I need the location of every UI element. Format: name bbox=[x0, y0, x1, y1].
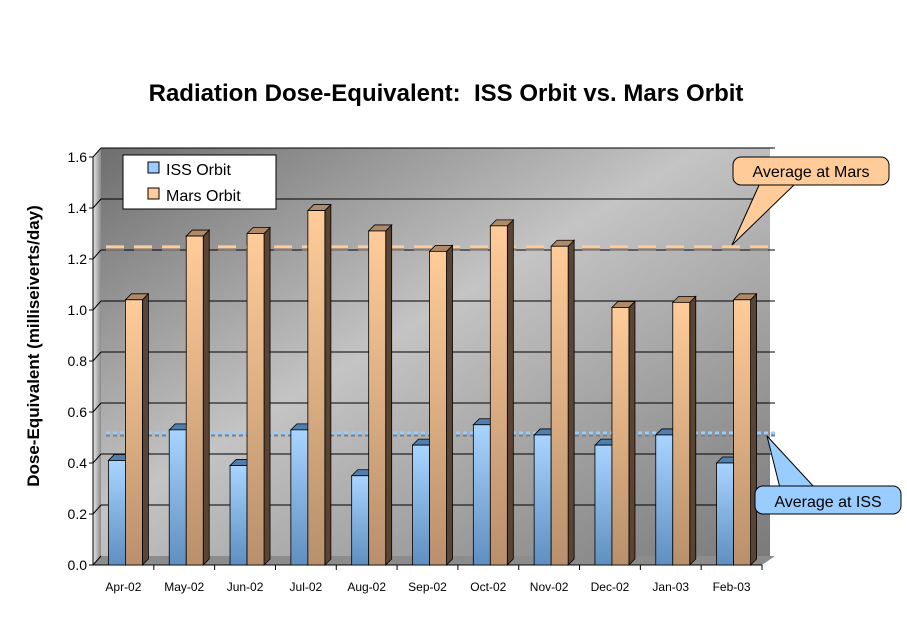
bar-side bbox=[202, 229, 210, 566]
bar-front bbox=[125, 299, 143, 566]
legend-label-iss: ISS Orbit bbox=[166, 162, 231, 179]
bar-front bbox=[412, 444, 430, 566]
plot-area: 0.0 0.2 0.4 0.6 0.8 1.0 1.2 1.4 1.6 Apr-02 May-02 J… bbox=[68, 147, 775, 594]
x-tick-label: Oct-02 bbox=[470, 580, 506, 594]
bar-front bbox=[185, 235, 204, 566]
x-tick-label: Apr-02 bbox=[105, 580, 141, 594]
bar-front bbox=[229, 465, 248, 566]
callout-iss-pointer bbox=[766, 435, 817, 489]
bar-side bbox=[263, 226, 271, 566]
x-tick-label: May-02 bbox=[164, 580, 204, 594]
bar-front bbox=[594, 444, 613, 566]
gridline-side bbox=[92, 300, 102, 311]
bar-front bbox=[429, 250, 447, 566]
gridline-side bbox=[92, 504, 102, 515]
y-tick-label: 1.0 bbox=[68, 302, 88, 318]
bar-front bbox=[368, 230, 387, 566]
bar-mars-Jun-02 bbox=[246, 226, 272, 566]
gridline-side bbox=[92, 198, 102, 209]
bar-side bbox=[385, 223, 393, 566]
y-tick-label: 1.6 bbox=[68, 149, 88, 165]
legend: ISS Orbit Mars Orbit bbox=[122, 154, 277, 210]
gridline-side bbox=[92, 453, 102, 464]
legend-swatch-mars bbox=[147, 187, 160, 200]
y-tick-label: 1.4 bbox=[68, 200, 88, 216]
callout-mars-box bbox=[732, 156, 890, 186]
bar-mars-Aug-02 bbox=[367, 223, 393, 566]
bar-mars-Apr-02 bbox=[124, 292, 150, 566]
bar-front bbox=[550, 245, 569, 566]
gridline-side bbox=[92, 555, 102, 566]
bar-side bbox=[506, 218, 514, 566]
x-tick-label: Feb-03 bbox=[713, 580, 751, 594]
x-tick-label: Jul-02 bbox=[290, 580, 323, 594]
x-tick-label: Aug-02 bbox=[347, 580, 386, 594]
bar-front bbox=[168, 429, 187, 566]
bar-mars-Dec-02 bbox=[610, 300, 636, 566]
x-tick-label: Jan-03 bbox=[652, 580, 689, 594]
callout-iss-label: Average at ISS bbox=[774, 494, 881, 511]
bar-side bbox=[142, 292, 149, 566]
bar-side bbox=[750, 292, 757, 566]
bar-mars-Sep-02 bbox=[428, 244, 454, 566]
bar-front bbox=[246, 233, 265, 566]
bar-front bbox=[716, 462, 734, 566]
bar-side bbox=[446, 244, 453, 566]
bar-front bbox=[351, 475, 370, 566]
y-tick-label: 0.6 bbox=[68, 404, 88, 420]
bar-mars-Jul-02 bbox=[306, 203, 332, 566]
bar-side bbox=[628, 300, 636, 566]
x-tick-label: Jun-02 bbox=[227, 580, 264, 594]
bar-front bbox=[307, 210, 326, 566]
bar-side bbox=[324, 203, 332, 566]
bar-front bbox=[108, 460, 126, 566]
bar-mars-Feb-03 bbox=[732, 292, 758, 566]
bar-front bbox=[611, 307, 630, 566]
x-tick-label: Nov-02 bbox=[530, 580, 569, 594]
y-tick-label: 0.2 bbox=[68, 506, 88, 522]
chart-title: Radiation Dose-Equivalent: ISS Orbit vs.… bbox=[149, 80, 744, 107]
callout-mars-label: Average at Mars bbox=[752, 164, 869, 181]
bar-mars-Oct-02 bbox=[489, 218, 515, 566]
bar-front bbox=[733, 299, 751, 566]
callout-iss-box bbox=[754, 485, 902, 515]
gridline-side bbox=[92, 351, 102, 362]
bar-side bbox=[567, 239, 575, 566]
y-tick-label: 0.0 bbox=[68, 557, 88, 573]
bar-mars-Jan-03 bbox=[671, 295, 697, 566]
x-tick-label: Dec-02 bbox=[591, 580, 630, 594]
callouts: Average at Mars Average at ISS bbox=[731, 156, 902, 515]
bar-front bbox=[672, 301, 691, 566]
y-tick-label: 0.8 bbox=[68, 353, 88, 369]
legend-label-mars: Mars Orbit bbox=[166, 188, 241, 205]
gridline-side bbox=[92, 402, 102, 413]
y-axis-label: Dose-Equivalent (milliseiverts/day) bbox=[24, 205, 43, 487]
legend-swatch-iss bbox=[147, 161, 160, 174]
bar-front bbox=[533, 434, 552, 566]
bar-front bbox=[290, 429, 309, 566]
gridline-side bbox=[92, 249, 102, 260]
y-tick-label: 0.4 bbox=[68, 455, 88, 471]
bar-side bbox=[689, 295, 697, 566]
bar-front bbox=[472, 424, 491, 566]
bar-mars-Nov-02 bbox=[550, 239, 576, 566]
x-tick-label: Sep-02 bbox=[408, 580, 447, 594]
bar-mars-May-02 bbox=[185, 229, 211, 566]
bar-front bbox=[489, 225, 508, 566]
bar-front bbox=[655, 434, 674, 566]
y-tick-label: 1.2 bbox=[68, 251, 88, 267]
gridline-side bbox=[92, 147, 102, 158]
